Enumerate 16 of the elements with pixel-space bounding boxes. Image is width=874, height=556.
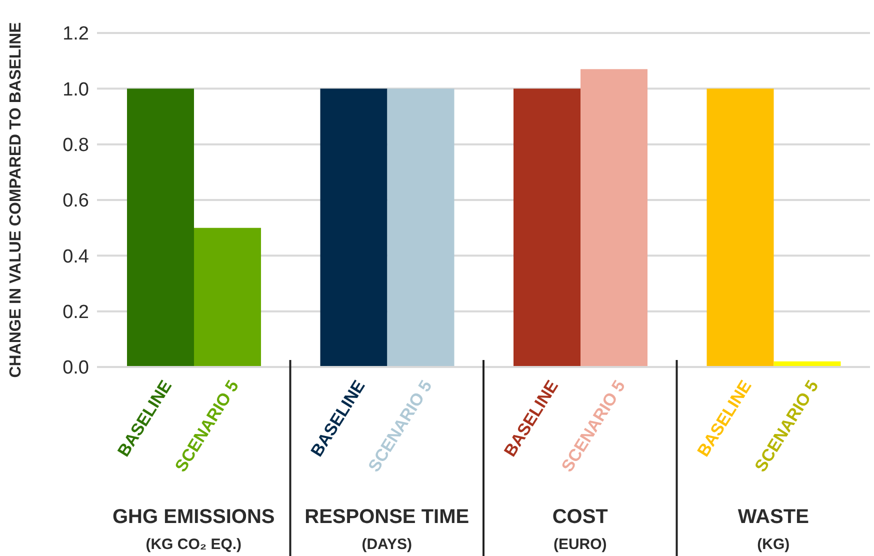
text: GHG EMISSIONS <box>112 506 275 528</box>
text: (KG) <box>757 536 790 553</box>
y-tick-label: 0.6 <box>62 190 89 212</box>
text: (EURO) <box>553 536 607 553</box>
y-tick-label: 0.8 <box>62 135 89 156</box>
y-tick-label: 1.2 <box>62 24 89 45</box>
y-axis-title: CHANGE IN VALUE COMPARED TO BASELINE <box>8 22 25 378</box>
y-tick-label: 1.0 <box>62 79 89 100</box>
text: WASTE <box>738 506 809 528</box>
text: (DAYS) <box>362 536 412 553</box>
text: COST <box>552 506 608 528</box>
y-tick-label: 0.4 <box>62 246 90 268</box>
text: RESPONSE TIME <box>304 506 470 528</box>
y-tick-label: 0.2 <box>62 302 89 324</box>
y-tick-label: 0.0 <box>62 358 89 379</box>
text: (KG CO₂ EQ.) <box>146 536 242 553</box>
